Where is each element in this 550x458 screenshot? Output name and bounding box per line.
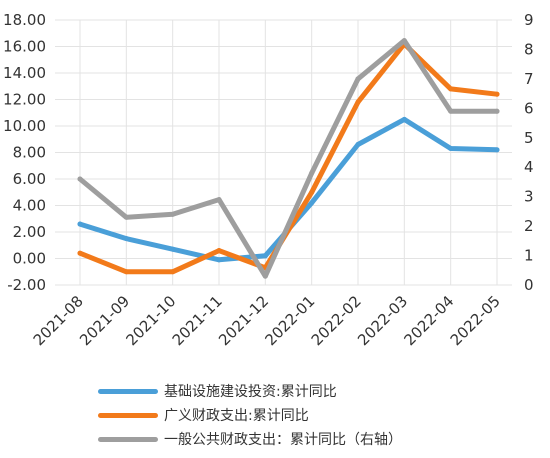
data-point (170, 269, 176, 275)
data-point (448, 108, 454, 114)
data-point (309, 189, 315, 195)
data-point (401, 38, 407, 44)
data-point (123, 214, 129, 220)
x-tick-label: 2021-08 (30, 292, 87, 349)
data-point (309, 200, 315, 206)
x-axis-ticks: 2021-082021-092021-102021-112021-122022-… (30, 292, 504, 349)
legend-swatch-infrastructure (98, 388, 158, 394)
data-point (448, 86, 454, 92)
data-point (309, 170, 315, 176)
data-point (355, 142, 361, 148)
data-point (170, 211, 176, 217)
x-tick-label: 2021-10 (122, 292, 179, 349)
left-tick-label: 14.00 (3, 64, 46, 82)
left-tick-label: 6.00 (13, 170, 46, 188)
x-tick-label: 2021-09 (76, 292, 133, 349)
data-point (123, 269, 129, 275)
right-tick-label: 6 (524, 99, 534, 117)
right-tick-label: 5 (524, 129, 534, 147)
legend: 基础设施建设投资:累计同比 广义财政支出:累计同比 一般公共财政支出：累计同比（… (98, 379, 402, 451)
legend-item-infrastructure: 基础设施建设投资:累计同比 (98, 379, 402, 403)
data-point (401, 116, 407, 122)
left-tick-label: 16.00 (3, 38, 46, 56)
right-axis-ticks: 0 1 2 3 4 5 6 7 8 9 (524, 11, 534, 294)
right-tick-label: 9 (524, 11, 534, 29)
data-point (77, 221, 83, 227)
legend-item-broad-fiscal: 广义财政支出:累计同比 (98, 403, 402, 427)
right-tick-label: 3 (524, 188, 534, 206)
series-lines (77, 38, 500, 279)
data-point (494, 91, 500, 97)
legend-label-general-public: 一般公共财政支出：累计同比（右轴） (164, 432, 402, 448)
data-point (262, 253, 268, 259)
right-tick-label: 2 (524, 217, 534, 235)
x-tick-label: 2021-11 (169, 292, 226, 349)
data-point (77, 250, 83, 256)
right-tick-label: 7 (524, 70, 534, 88)
left-tick-label: 12.00 (3, 91, 46, 109)
data-point (355, 76, 361, 82)
left-axis-ticks: -2.00 0.00 2.00 4.00 6.00 8.00 10.00 12.00 14.00… (3, 11, 46, 294)
x-tick-label: 2022-04 (400, 292, 457, 349)
series-line-0 (77, 116, 500, 263)
legend-label-broad-fiscal: 广义财政支出:累计同比 (164, 408, 309, 424)
left-tick-label: 8.00 (13, 144, 46, 162)
data-point (170, 246, 176, 252)
left-tick-label: 2.00 (13, 223, 46, 241)
x-tick-label: 2021-12 (215, 292, 272, 349)
data-point (262, 273, 268, 279)
left-tick-label: 18.00 (3, 11, 46, 29)
x-tick-label: 2022-02 (308, 292, 365, 349)
data-point (77, 176, 83, 182)
right-tick-label: 8 (524, 40, 534, 58)
right-tick-label: 1 (524, 247, 534, 265)
data-point (123, 236, 129, 242)
left-tick-label: 10.00 (3, 117, 46, 135)
gridlines (55, 19, 512, 286)
data-point (355, 99, 361, 105)
left-tick-label: 4.00 (13, 197, 46, 215)
right-tick-label: 0 (524, 276, 534, 294)
series-line-1 (77, 41, 500, 275)
legend-swatch-broad-fiscal (98, 412, 158, 418)
left-tick-label: 0.00 (13, 250, 46, 268)
x-tick-label: 2022-05 (447, 292, 504, 349)
legend-swatch-general-public (98, 436, 158, 442)
legend-item-general-public: 一般公共财政支出：累计同比（右轴） (98, 427, 402, 451)
x-tick-label: 2022-01 (261, 292, 318, 349)
x-tick-label: 2022-03 (354, 292, 411, 349)
data-point (494, 108, 500, 114)
line-chart: -2.00 0.00 2.00 4.00 6.00 8.00 10.00 12.00 14.00… (3, 11, 534, 349)
right-tick-label: 4 (524, 158, 534, 176)
series-line-2 (77, 38, 500, 279)
data-point (216, 197, 222, 203)
data-point (216, 248, 222, 254)
legend-label-infrastructure: 基础设施建设投资:累计同比 (164, 384, 337, 400)
data-point (216, 257, 222, 263)
left-tick-label: -2.00 (7, 276, 46, 294)
data-point (494, 147, 500, 153)
data-point (448, 146, 454, 152)
